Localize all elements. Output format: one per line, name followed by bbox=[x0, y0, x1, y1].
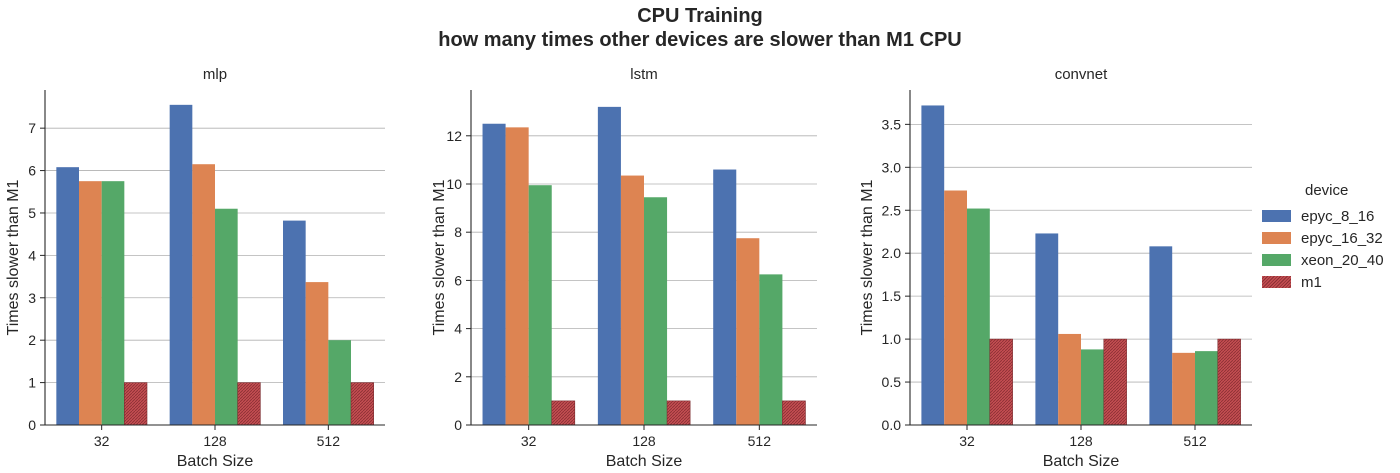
x-tick-label-convnet-1: 128 bbox=[1069, 433, 1093, 449]
bar-lstm-m1-32 bbox=[551, 400, 576, 426]
legend-swatch-m1 bbox=[1262, 276, 1291, 288]
bar-mlp-epyc_8_16-32 bbox=[56, 167, 79, 425]
x-tick-label-mlp-0: 32 bbox=[94, 433, 110, 449]
y-axis-label-lstm: Times slower than M1 bbox=[431, 179, 448, 335]
x-axis-label-mlp: Batch Size bbox=[177, 453, 254, 470]
bar-mlp-m1-32 bbox=[124, 382, 148, 426]
panel-title-lstm: lstm bbox=[630, 66, 658, 83]
x-tick-label-mlp-2: 512 bbox=[317, 433, 341, 449]
legend-label-epyc-8-16: epyc_8_16 bbox=[1301, 207, 1375, 225]
y-tick-label-lstm-1: 2 bbox=[454, 369, 462, 385]
bar-lstm-epyc_16_32-512 bbox=[736, 238, 760, 425]
y-tick-label-mlp-1: 1 bbox=[28, 375, 36, 391]
y-tick-label-convnet-4: 2.0 bbox=[882, 245, 902, 261]
bar-lstm-xeon_20_40-32 bbox=[528, 185, 552, 425]
bar-mlp-m1-512 bbox=[350, 382, 374, 426]
y-tick-label-convnet-6: 3.0 bbox=[882, 159, 902, 175]
legend-swatch-epyc-8-16 bbox=[1262, 210, 1291, 222]
bar-lstm-epyc_16_32-128 bbox=[620, 175, 644, 425]
y-tick-label-mlp-3: 3 bbox=[28, 290, 36, 306]
bar-lstm-epyc_8_16-128 bbox=[597, 106, 621, 425]
y-tick-label-convnet-5: 2.5 bbox=[882, 202, 902, 218]
x-tick-label-convnet-0: 32 bbox=[959, 433, 975, 449]
bar-lstm-m1-128 bbox=[666, 400, 691, 426]
bar-mlp-epyc_16_32-128 bbox=[192, 164, 215, 425]
y-tick-label-mlp-7: 7 bbox=[28, 120, 36, 136]
bar-lstm-xeon_20_40-512 bbox=[759, 274, 783, 425]
panel-title-mlp: mlp bbox=[203, 66, 227, 83]
legend-item-xeon-20-40: xeon_20_40 bbox=[1262, 249, 1384, 271]
legend-swatch-epyc-16-32 bbox=[1262, 232, 1291, 244]
bar-mlp-xeon_20_40-32 bbox=[101, 181, 125, 425]
y-tick-label-convnet-1: 0.5 bbox=[882, 374, 902, 390]
bar-convnet-epyc_16_32-512 bbox=[1172, 352, 1195, 425]
x-tick-label-lstm-2: 512 bbox=[748, 433, 772, 449]
bar-lstm-epyc_16_32-32 bbox=[505, 127, 529, 426]
legend: device epyc_8_16 epyc_16_32 xeon_20_40 m… bbox=[1262, 182, 1384, 293]
y-tick-label-mlp-4: 4 bbox=[28, 247, 36, 263]
bar-lstm-xeon_20_40-128 bbox=[644, 197, 668, 425]
y-tick-label-mlp-2: 2 bbox=[28, 332, 36, 348]
x-axis-label-lstm: Batch Size bbox=[606, 453, 683, 470]
figure-title: CPU Training how many times other device… bbox=[0, 4, 1400, 52]
bar-mlp-epyc_8_16-512 bbox=[283, 220, 306, 425]
bar-mlp-xeon_20_40-128 bbox=[215, 208, 238, 425]
legend-label-epyc-16-32: epyc_16_32 bbox=[1301, 229, 1383, 247]
bar-mlp-xeon_20_40-512 bbox=[328, 340, 351, 425]
x-tick-label-lstm-0: 32 bbox=[521, 433, 537, 449]
y-tick-label-lstm-0: 0 bbox=[454, 417, 462, 433]
x-axis-label-convnet: Batch Size bbox=[1043, 453, 1120, 470]
y-tick-label-lstm-6: 12 bbox=[446, 128, 462, 144]
bar-mlp-epyc_16_32-512 bbox=[305, 282, 329, 425]
bar-convnet-epyc_16_32-128 bbox=[1058, 333, 1081, 425]
y-axis-label-convnet: Times slower than M1 bbox=[859, 179, 876, 335]
bar-mlp-m1-128 bbox=[237, 382, 261, 426]
panel-title-convnet: convnet bbox=[1055, 66, 1108, 83]
bar-convnet-epyc_8_16-512 bbox=[1149, 246, 1173, 425]
bar-convnet-xeon_20_40-512 bbox=[1195, 351, 1218, 425]
legend-label-m1: m1 bbox=[1301, 273, 1322, 291]
bar-mlp-epyc_16_32-32 bbox=[79, 181, 102, 425]
y-tick-label-convnet-0: 0.0 bbox=[882, 417, 902, 433]
legend-item-epyc-8-16: epyc_8_16 bbox=[1262, 205, 1384, 227]
legend-swatch-xeon-20-40 bbox=[1262, 254, 1291, 266]
bar-convnet-epyc_8_16-32 bbox=[921, 105, 945, 425]
bar-convnet-m1-32 bbox=[989, 338, 1013, 426]
title-line-2: how many times other devices are slower … bbox=[438, 29, 962, 51]
bar-convnet-xeon_20_40-128 bbox=[1081, 349, 1104, 425]
x-tick-label-mlp-1: 128 bbox=[203, 433, 227, 449]
y-axis-label-mlp: Times slower than M1 bbox=[5, 179, 22, 335]
legend-item-m1: m1 bbox=[1262, 271, 1384, 293]
title-line-1: CPU Training bbox=[637, 5, 763, 27]
bar-lstm-epyc_8_16-32 bbox=[482, 123, 506, 426]
y-tick-label-convnet-2: 1.0 bbox=[882, 331, 902, 347]
y-tick-label-mlp-6: 6 bbox=[28, 163, 36, 179]
x-tick-label-convnet-2: 512 bbox=[1183, 433, 1207, 449]
y-tick-label-mlp-0: 0 bbox=[28, 417, 36, 433]
y-tick-label-lstm-4: 8 bbox=[454, 224, 462, 240]
bar-convnet-m1-128 bbox=[1103, 338, 1127, 426]
legend-title: device bbox=[1305, 182, 1349, 199]
y-tick-label-convnet-3: 1.5 bbox=[882, 288, 902, 304]
x-tick-label-lstm-1: 128 bbox=[632, 433, 656, 449]
bar-convnet-epyc_8_16-128 bbox=[1035, 233, 1059, 425]
y-tick-label-lstm-5: 10 bbox=[446, 176, 462, 192]
bar-convnet-m1-512 bbox=[1217, 338, 1241, 426]
bar-lstm-m1-512 bbox=[782, 400, 806, 426]
y-tick-label-lstm-2: 4 bbox=[454, 321, 462, 337]
y-tick-label-lstm-3: 6 bbox=[454, 272, 462, 288]
bar-convnet-epyc_16_32-32 bbox=[944, 190, 967, 425]
legend-item-epyc-16-32: epyc_16_32 bbox=[1262, 227, 1384, 249]
bar-mlp-epyc_8_16-128 bbox=[169, 104, 193, 426]
bar-convnet-xeon_20_40-32 bbox=[967, 208, 990, 425]
legend-label-xeon-20-40: xeon_20_40 bbox=[1301, 251, 1384, 269]
y-tick-label-convnet-7: 3.5 bbox=[882, 116, 902, 132]
y-tick-label-mlp-5: 5 bbox=[28, 205, 36, 221]
bar-lstm-epyc_8_16-512 bbox=[713, 169, 737, 425]
